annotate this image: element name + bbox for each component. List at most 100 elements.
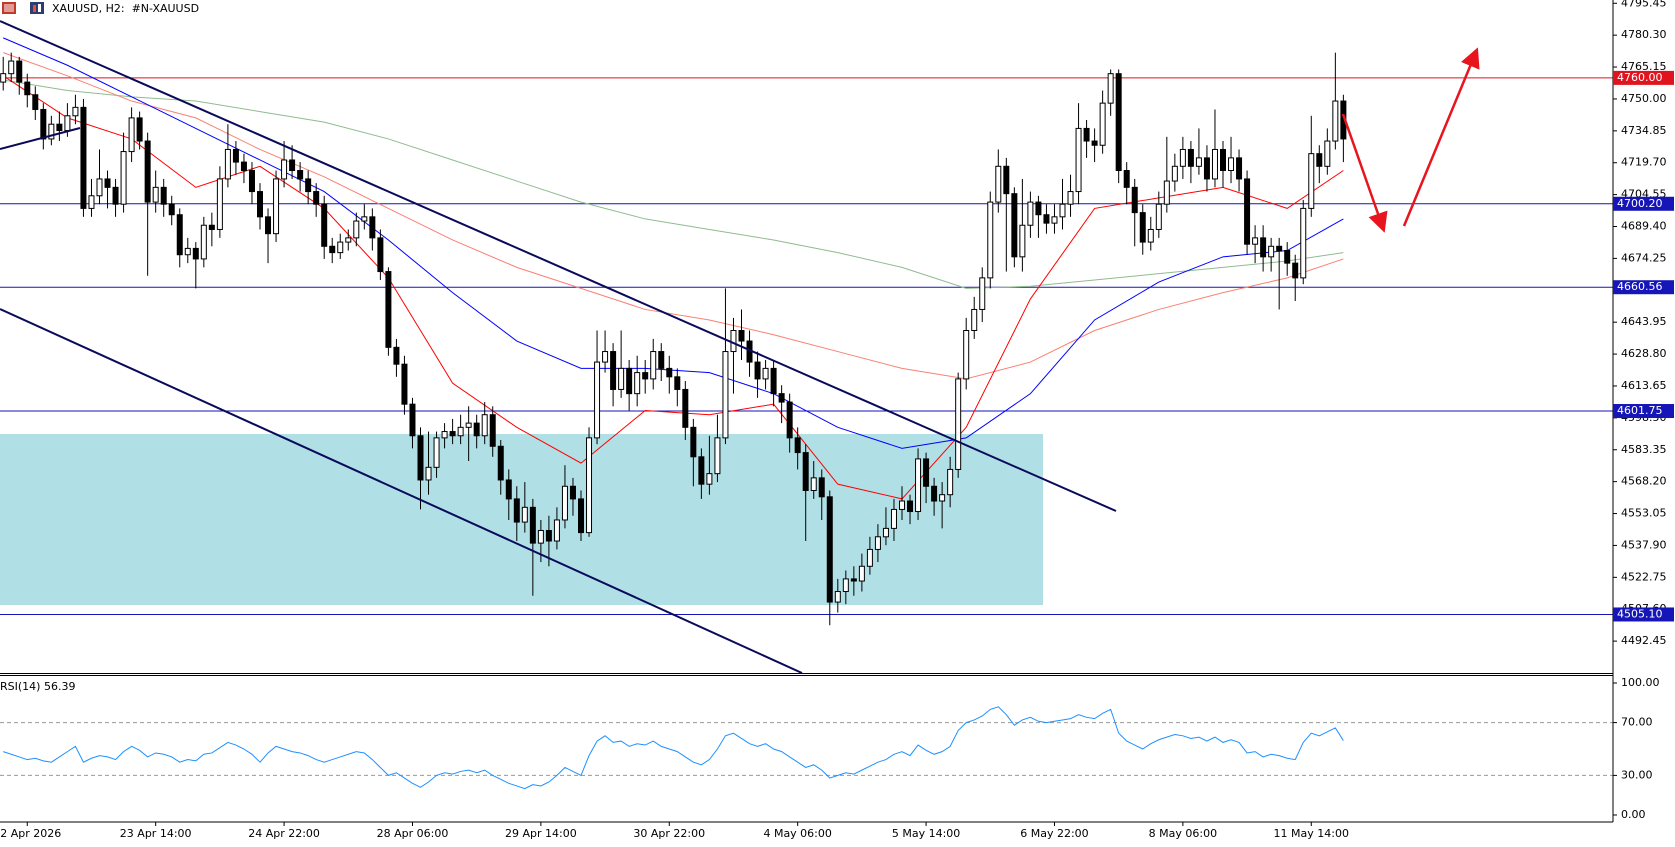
candle-body [955,378,962,470]
candle-body [1195,157,1202,167]
candle-body [1284,250,1291,264]
candle-body [465,422,472,428]
candle-body [594,361,601,439]
candle-body [1203,157,1210,180]
candle-body [1075,127,1082,193]
candle-body [810,477,817,491]
candle-body [602,351,609,363]
candle-body [1171,165,1178,182]
candle-body [1211,148,1218,180]
candle-body [24,81,31,96]
candle-body [401,363,408,405]
icon [4,4,14,12]
moving-average [3,79,1344,289]
candle-body [297,170,304,180]
candle-body [289,159,296,172]
candle-body [1236,157,1243,180]
candle-body [866,548,873,567]
candle-body [345,237,352,243]
candle-body [690,426,697,458]
candle-body [112,186,119,205]
y-tick-label: 4674.25 [1621,251,1667,264]
candle-body [874,536,881,550]
candle-body [1187,148,1194,167]
candle-body [995,165,1002,203]
candle-body [842,578,849,593]
y-tick-label: 4719.70 [1621,156,1667,169]
level-labels: 4760.00 4700.20 4660.56 4601.75 4505.10 [1613,70,1674,622]
candle-body [32,94,39,110]
candle-body [947,468,954,496]
candle-body [826,496,833,603]
candle-body [144,140,151,203]
candle-body [281,159,288,180]
candle-body [674,376,681,390]
rsi-tick-label: 30.00 [1621,768,1653,781]
rsi-layer [0,706,1613,790]
candle-body [96,178,103,197]
candle-body [698,456,705,485]
x-tick-label: 29 Apr 14:00 [505,827,577,840]
candle-body [537,529,544,544]
candle-body [1035,201,1042,216]
candle-body [818,477,825,498]
candle-body [409,403,416,437]
candles [0,52,1347,626]
candle-body [192,247,199,260]
level-label-box [1613,607,1674,622]
candle-body [1003,165,1010,195]
candle-body [762,367,769,380]
candle-body [248,170,255,193]
candle-body [802,452,809,491]
candle-body [1099,102,1106,146]
candle-body [313,191,320,205]
candle-body [1220,148,1226,172]
candle-body [1155,203,1162,230]
level-label-box [1613,404,1674,419]
symbol-icons [2,2,44,14]
candle-body [1067,191,1074,205]
y-tick-label: 4553.05 [1621,507,1667,520]
candle-body [1083,127,1090,142]
y-tick-label: 4583.35 [1621,443,1667,456]
candle-body [658,351,665,369]
x-tick-label: 28 Apr 06:00 [377,827,449,840]
candle-body [882,527,889,538]
candle-body [1139,212,1146,243]
candle-body [1179,148,1186,167]
candle-body [634,372,641,395]
candle-body [273,178,280,235]
candle-body [176,214,183,256]
candle-body [1051,216,1058,224]
level-label: 4700.20 [1617,197,1663,210]
level-label-box [1613,70,1674,85]
candle-body [257,191,263,218]
candle-body [770,367,777,395]
candle-body [569,485,576,500]
x-tick-label: 22 Apr 2026 [0,827,61,840]
candle-body [449,431,456,437]
candle-body [1123,170,1130,188]
x-tick-label: 5 May 14:00 [892,827,960,840]
axes [0,0,1614,823]
candle-body [441,431,448,439]
candle-body [168,203,175,216]
icon [30,2,44,14]
candle-body [963,330,970,380]
y-tick-label: 4643.95 [1621,315,1667,328]
candle-body [385,271,392,348]
x-tick-label: 23 Apr 14:00 [120,827,192,840]
candle-body [786,401,793,439]
candle-body [1043,214,1050,224]
level-label: 4660.56 [1617,280,1663,293]
rsi-tick-label: 100.00 [1621,676,1660,689]
candle-body [586,437,593,534]
candle-body [1308,153,1315,209]
trendline-short [0,127,81,150]
candle-body [578,498,584,534]
candle-body [915,458,922,513]
candle-body [1115,73,1122,172]
trendline-lower [0,308,803,673]
y-tick-label: 4734.85 [1621,124,1667,137]
icon [33,5,36,12]
